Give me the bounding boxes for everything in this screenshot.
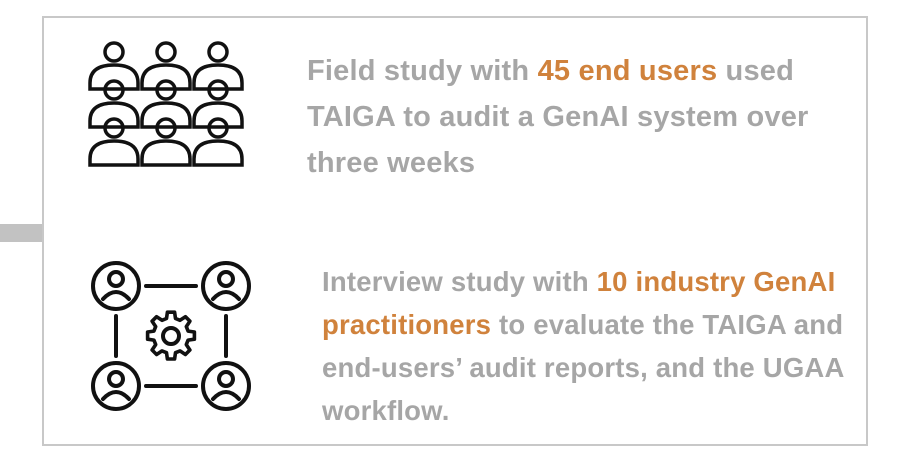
- gear-icon: [145, 310, 197, 361]
- field-study-text-after: used TAIGA to audit a GenAI system over …: [307, 55, 809, 179]
- user-node-icon: [201, 261, 251, 311]
- field-study-text: Field study with 45 end users used TAIGA…: [307, 48, 857, 186]
- field-study-highlight: 45 end users: [537, 55, 718, 87]
- interview-study-text-after: to evaluate the TAIGA and end-users’ aud…: [322, 309, 844, 426]
- field-study-text-before: Field study with: [307, 55, 538, 87]
- user-node-icon: [91, 361, 141, 411]
- user-node-icon: [91, 261, 141, 311]
- people-group-icon: [86, 38, 246, 178]
- person-icon: [88, 79, 140, 129]
- person-icon: [140, 41, 192, 91]
- user-node-icon: [201, 361, 251, 411]
- person-icon: [140, 117, 192, 167]
- interview-study-text: Interview study with 10 industry GenAI p…: [322, 260, 852, 432]
- network-gear-icon: [88, 258, 258, 418]
- person-icon: [192, 79, 244, 129]
- interview-study-text-before: Interview study with: [322, 266, 597, 297]
- person-icon: [88, 41, 140, 91]
- person-icon: [192, 117, 244, 167]
- connector-stub: [0, 224, 42, 242]
- person-icon: [192, 41, 244, 91]
- person-icon: [88, 117, 140, 167]
- interview-study-highlight: 10 industry GenAI practitioners: [322, 266, 836, 340]
- person-icon: [140, 79, 192, 129]
